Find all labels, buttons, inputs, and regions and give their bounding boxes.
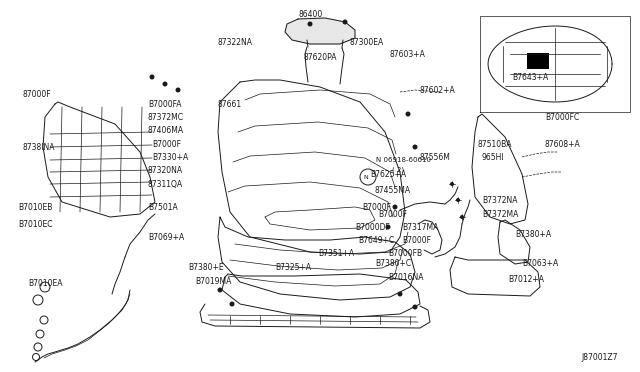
- Text: 8738lNA: 8738lNA: [22, 142, 54, 151]
- Text: B7063+A: B7063+A: [522, 260, 558, 269]
- Text: 87322NA: 87322NA: [218, 38, 253, 46]
- Text: B7325+A: B7325+A: [275, 263, 311, 272]
- Circle shape: [413, 305, 417, 310]
- Text: 87661: 87661: [218, 99, 242, 109]
- Text: 87620PA: 87620PA: [304, 52, 337, 61]
- Text: 87603+A: 87603+A: [390, 49, 426, 58]
- Text: B7625+A: B7625+A: [370, 170, 406, 179]
- Polygon shape: [285, 18, 355, 44]
- Text: 87406MA: 87406MA: [148, 125, 184, 135]
- Circle shape: [163, 81, 168, 87]
- Text: B7010EC: B7010EC: [18, 219, 52, 228]
- Text: B7000DF: B7000DF: [355, 222, 390, 231]
- Text: 87608+A: 87608+A: [545, 140, 580, 148]
- Circle shape: [413, 144, 417, 150]
- Text: B7643+A: B7643+A: [512, 73, 548, 81]
- Text: B7010EA: B7010EA: [28, 279, 63, 289]
- Text: 87455MA: 87455MA: [375, 186, 411, 195]
- Circle shape: [392, 205, 397, 209]
- Circle shape: [230, 301, 234, 307]
- Text: B7000FA: B7000FA: [148, 99, 182, 109]
- Text: B7000F: B7000F: [378, 209, 407, 218]
- Circle shape: [342, 19, 348, 25]
- Text: 87372MC: 87372MC: [148, 112, 184, 122]
- Text: 87311QA: 87311QA: [148, 180, 183, 189]
- Circle shape: [450, 182, 454, 186]
- Text: 87300EA: 87300EA: [350, 38, 384, 46]
- Text: 87320NA: 87320NA: [148, 166, 183, 174]
- Text: ( 2): ( 2): [392, 167, 404, 173]
- Circle shape: [456, 198, 460, 202]
- Text: B7330+A: B7330+A: [152, 153, 188, 161]
- Text: B7649+C: B7649+C: [358, 235, 394, 244]
- Circle shape: [218, 288, 223, 292]
- Text: B7010EB: B7010EB: [18, 202, 52, 212]
- Text: 87000F: 87000F: [22, 90, 51, 99]
- Text: B7000F: B7000F: [362, 202, 391, 212]
- Text: 86400: 86400: [299, 10, 323, 19]
- Text: B7000F: B7000F: [402, 235, 431, 244]
- Text: N 06918-60610: N 06918-60610: [376, 157, 431, 163]
- Text: 87510BA: 87510BA: [478, 140, 513, 148]
- Text: B7000F: B7000F: [152, 140, 181, 148]
- Bar: [527, 53, 549, 69]
- Text: B7380+A: B7380+A: [515, 230, 551, 238]
- Text: B7000FC: B7000FC: [545, 112, 579, 122]
- Circle shape: [307, 22, 312, 26]
- Circle shape: [175, 87, 180, 93]
- Circle shape: [460, 215, 464, 219]
- Circle shape: [406, 112, 410, 116]
- Text: B7019MA: B7019MA: [195, 278, 232, 286]
- Text: B7016NA: B7016NA: [388, 273, 424, 282]
- Text: B7351+A: B7351+A: [318, 250, 354, 259]
- Text: 87602+A: 87602+A: [420, 86, 456, 94]
- Circle shape: [397, 292, 403, 296]
- Circle shape: [385, 224, 390, 230]
- Text: B7000FB: B7000FB: [388, 250, 422, 259]
- Text: B7372NA: B7372NA: [482, 196, 518, 205]
- Text: B7380+E: B7380+E: [188, 263, 223, 272]
- Text: B7372MA: B7372MA: [482, 209, 518, 218]
- Text: N: N: [364, 174, 369, 180]
- Text: B7501A: B7501A: [148, 202, 178, 212]
- Text: 87556M: 87556M: [420, 153, 451, 161]
- Text: B7317MA: B7317MA: [402, 222, 438, 231]
- Text: J87001Z7: J87001Z7: [582, 353, 618, 362]
- Text: B7069+A: B7069+A: [148, 232, 184, 241]
- Text: B7012+A: B7012+A: [508, 276, 544, 285]
- Text: B7380+C: B7380+C: [375, 260, 411, 269]
- Circle shape: [150, 74, 154, 80]
- Text: 965HI: 965HI: [482, 153, 504, 161]
